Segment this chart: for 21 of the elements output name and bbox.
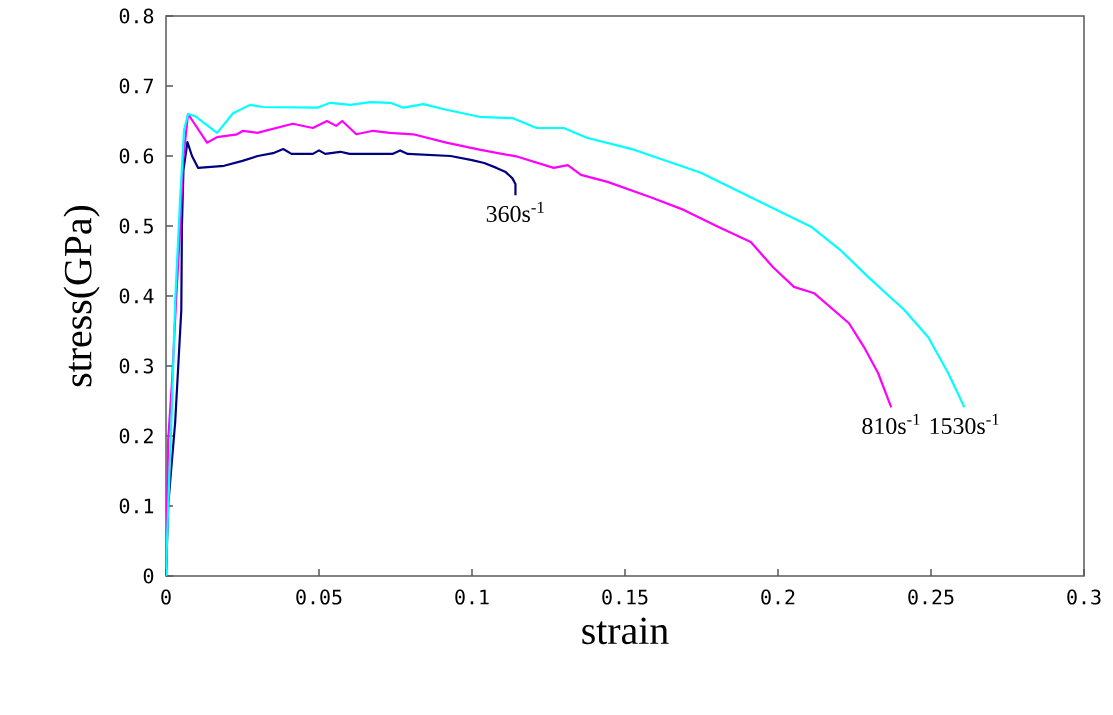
x-tick-label: 0 xyxy=(161,589,171,605)
series-label: 810s$^{-1}$ xyxy=(862,413,920,435)
x-tick-label: 0.15 xyxy=(602,589,648,605)
x-tick-label: 0.25 xyxy=(908,589,954,605)
y-axis-title: stress(GPa) xyxy=(63,205,100,387)
x-tick-label: 0.3 xyxy=(1067,589,1101,605)
y-tick-label: 0.8 xyxy=(119,8,154,24)
x-axis-title: strain xyxy=(582,617,669,645)
y-tick-label: 0.2 xyxy=(119,428,153,444)
y-tick-label: 0.6 xyxy=(119,148,154,164)
series-label: 360s$^{-1}$ xyxy=(486,201,544,222)
y-tick-label: 0 xyxy=(143,568,154,584)
y-tick-label: 0.4 xyxy=(119,288,154,304)
y-tick-label: 0.3 xyxy=(119,358,153,374)
series-label: 1530s$^{-1}$ xyxy=(930,413,999,435)
x-tick-label: 0.1 xyxy=(455,589,489,605)
x-tick-label: 0.2 xyxy=(761,589,795,605)
y-tick-label: 0.7 xyxy=(119,78,153,94)
y-tick-label: 0.1 xyxy=(119,498,154,514)
y-tick-label: 0.5 xyxy=(119,218,153,234)
x-tick-label: 0.05 xyxy=(296,589,342,605)
